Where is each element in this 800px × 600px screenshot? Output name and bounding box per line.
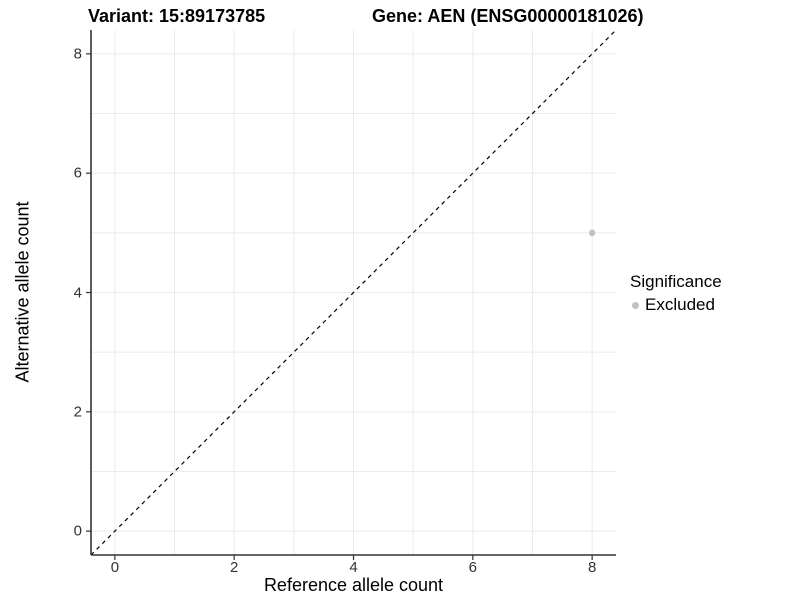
y-tick-label: 8 [73,45,82,63]
x-tick-label: 6 [468,559,477,576]
legend: Significance Excluded [630,272,722,315]
legend-items: Excluded [630,295,722,315]
y-tick-label: 2 [73,403,82,421]
x-tick-label: 4 [349,559,358,576]
x-tick-label: 0 [110,559,120,576]
x-tick-label: 2 [230,559,239,576]
data-point [588,229,596,237]
legend-item: Excluded [632,295,722,315]
legend-title: Significance [630,272,722,291]
variant-title: Variant: 15:89173785 [88,6,266,26]
x-axis-title: Reference allele count [263,575,444,595]
y-axis-title: Alternative allele count [12,201,33,383]
y-tick-label: 4 [73,284,82,301]
legend-item-label: Excluded [645,295,715,314]
legend-point-icon [632,301,639,309]
identity-line [90,29,617,556]
x-tick-label: 8 [587,559,597,576]
gene-title: Gene: AEN (ENSG00000181026) [372,6,644,26]
y-tick-label: 0 [73,522,82,540]
y-tick-label: 6 [73,164,82,182]
